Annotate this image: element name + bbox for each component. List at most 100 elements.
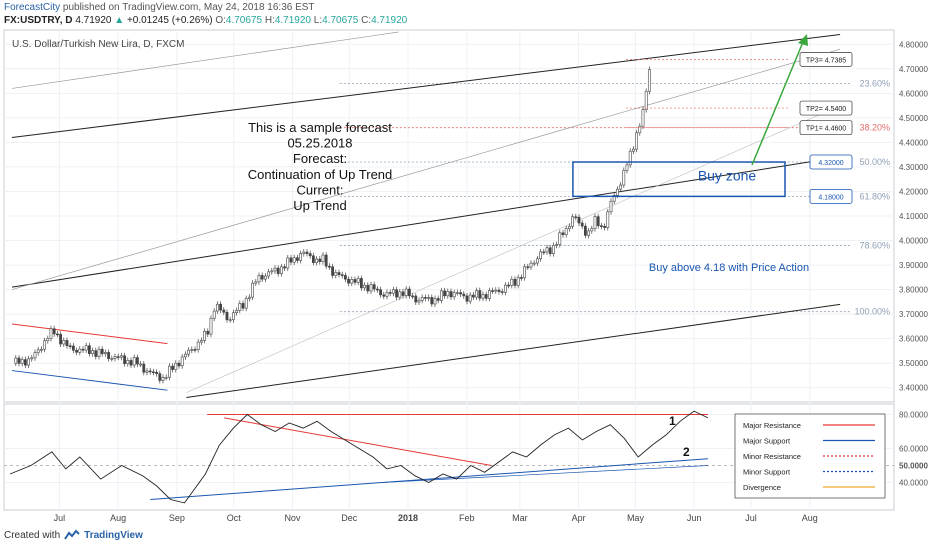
low-label: L: [313,15,323,26]
target-label: TP2= 4.5400 [806,106,846,113]
time-tick-label: May [627,513,645,523]
candle-body [171,365,174,370]
candle-body [52,328,56,335]
candle-body [580,222,584,227]
candle-body [638,125,642,134]
symbol: FX:USDTRY, D [4,15,73,26]
candle-body [356,278,360,283]
last-price: 4.71920 [75,15,112,26]
candle-body [324,254,328,267]
candle-body [151,371,155,374]
tradingview-link[interactable]: TradingView [84,529,143,541]
candle-body [110,358,114,360]
open-value: 4.70675 [225,15,263,26]
rsi-tick-label: 50.0000 [899,462,928,471]
candle-body [289,257,293,263]
high-value: 4.71920 [274,15,311,26]
candle-body [97,348,101,357]
candle-body [164,376,168,379]
time-tick-label: Aug [110,513,126,523]
candle-body [148,370,152,373]
candle-body [513,278,517,286]
candle-body [260,275,264,280]
price-tick-label: 3.80000 [899,286,928,295]
forecast-text-line: Continuation of Up Trend [248,167,393,182]
candle-body [273,267,277,272]
candle-body [78,348,82,353]
candle-body [46,338,50,342]
candle-body [142,363,146,373]
candle-body [295,257,299,261]
rsi-minor-support [381,465,709,483]
candle-body [20,359,24,364]
candle-body [331,266,334,276]
trend-line [11,33,841,138]
created-with: Created with [4,529,61,541]
candle-body [494,289,498,292]
candle-body [238,303,242,311]
candle-body [139,363,142,366]
tradingview-logo-icon [64,529,80,540]
candle-body [91,350,94,354]
candle-body [286,257,290,269]
trend-line [186,303,841,399]
candle-body [359,278,363,289]
candle-body [126,360,130,364]
candle-body [327,265,331,268]
buy-zone-label: Buy zone [698,167,757,183]
candle-body [567,226,571,229]
candle-body [254,281,258,284]
candle-body [532,262,536,265]
candle-body [87,345,91,354]
candle-body [459,292,462,295]
target-label: TP3= 4.7385 [806,57,846,64]
candle-body [487,290,491,299]
rsi-tick-label: 60.0000 [899,445,928,454]
candle-body [385,292,389,297]
candle-body [81,348,85,351]
time-tick-label: Sep [169,513,185,523]
rsi-indicator: 80.0000 60.0000 50.0000 40.0000 1 2 Major Resi… [4,411,928,504]
candle-body [84,345,88,351]
trend-channels [11,31,841,399]
rsi-minor-resistance [224,417,492,466]
candle-body [436,298,440,301]
published-info: published on TradingView.com, May 24, 20… [60,2,315,13]
candle-body [535,258,539,264]
candle-body [606,211,610,228]
candle-body [129,360,133,366]
price-tick-label: 4.10000 [899,212,928,221]
candle-body [132,357,136,366]
candle-body [519,277,523,279]
candle-body [318,258,322,263]
candle-body [43,340,46,350]
candle-body [311,255,315,263]
candle-body [222,309,226,313]
publisher-name[interactable]: ForecastCity [4,2,61,13]
candle-body [516,277,520,286]
candle-body [241,303,245,309]
time-axis: Jul Aug Sep Oct Nov Dec 2018 Feb Mar Apr May Jun Jul… [54,513,818,523]
candle-body [263,275,267,280]
candle-body [116,356,120,358]
fib-label: 50.00% [859,157,890,167]
forecast-arrow [751,41,804,166]
candle-body [439,290,443,301]
candle-body [404,288,408,296]
legend-label: Major Support [743,437,791,446]
up-arrow-icon: ▲ [114,15,125,26]
candle-body [497,289,501,292]
candle-body [158,373,162,381]
candle-body [475,290,478,298]
candle-body [228,319,232,322]
candle-body [212,310,216,319]
candle-body [363,284,366,289]
candle-body [372,284,376,290]
forecast-text-line: 05.25.2018 [287,136,352,151]
buy-above-note: Buy above 4.18 with Price Action [649,262,809,274]
candle-body [302,251,306,254]
candles [14,66,651,384]
candle-body [155,371,158,374]
candle-body [590,228,594,232]
